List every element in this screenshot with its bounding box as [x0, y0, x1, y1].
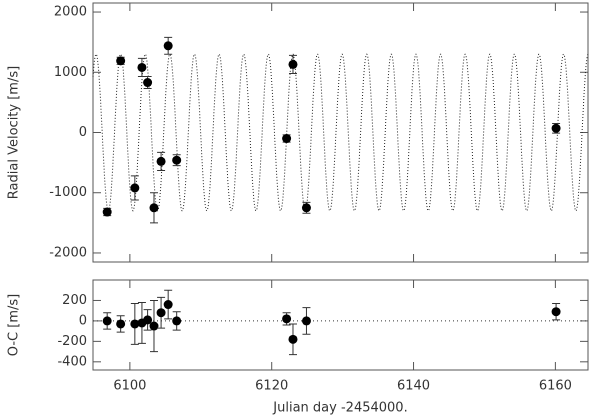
plot-frame [92, 279, 589, 371]
y-tick-label: 0 [79, 313, 87, 328]
y-axis-label: O-C [m/s] [7, 294, 22, 356]
y-tick-label: 2000 [54, 5, 87, 20]
data-point [102, 207, 112, 217]
y-tick-label: 1000 [54, 65, 87, 80]
y-tick-label: -2000 [49, 245, 87, 260]
data-point [156, 308, 166, 318]
data-point [551, 307, 561, 317]
data-point [551, 123, 561, 133]
data-point [116, 319, 126, 329]
data-point [149, 321, 159, 331]
y-tick-label: -400 [57, 354, 87, 369]
x-tick-label: 6120 [255, 379, 288, 394]
data-point [149, 203, 159, 213]
fit-curve [92, 53, 589, 212]
data-point [143, 315, 153, 325]
data-point [288, 59, 298, 69]
data-point [301, 203, 311, 213]
data-point [301, 316, 311, 326]
x-axis-label: Julian day -2454000. [272, 401, 407, 416]
data-point [143, 78, 153, 88]
y-tick-label: -200 [57, 334, 87, 349]
x-tick-label: 6140 [397, 379, 430, 394]
data-point [130, 319, 140, 329]
y-tick-label: 0 [79, 125, 87, 140]
data-point [130, 183, 140, 193]
data-point [172, 155, 182, 165]
y-axis-label: Radial Velocity [m/s] [7, 66, 22, 199]
data-point [156, 156, 166, 166]
x-tick-label: 6160 [539, 379, 572, 394]
data-point [163, 300, 173, 310]
data-point [102, 316, 112, 326]
data-point [163, 41, 173, 51]
data-point [172, 316, 182, 326]
data-point [116, 56, 126, 66]
y-tick-label: -1000 [49, 185, 87, 200]
y-tick-label: 200 [62, 293, 87, 308]
data-point [282, 314, 292, 324]
data-point [282, 134, 292, 144]
x-tick-label: 6100 [113, 379, 146, 394]
data-point [137, 62, 147, 72]
data-point [288, 334, 298, 344]
